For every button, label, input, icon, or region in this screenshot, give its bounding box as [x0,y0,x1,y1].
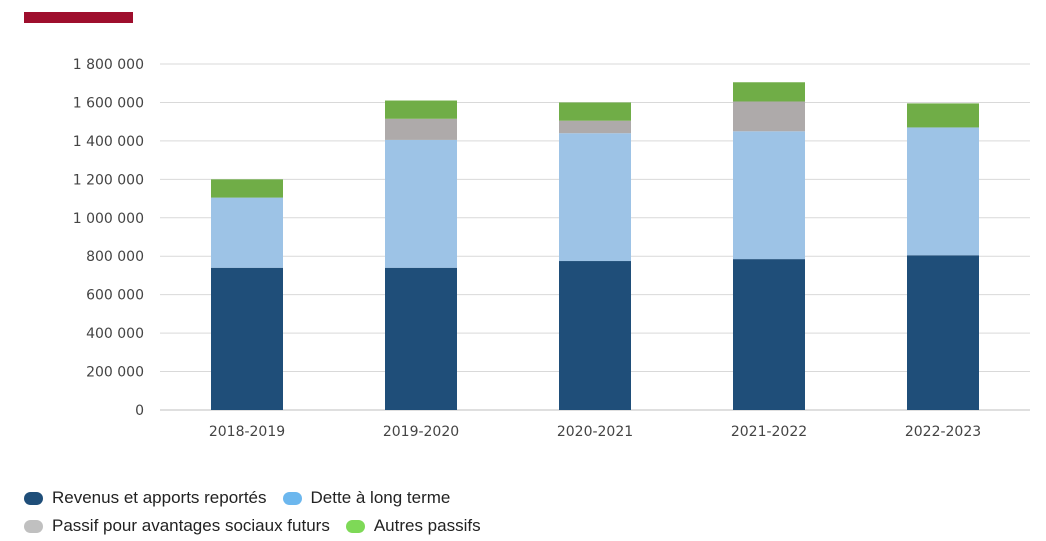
bar-segment [211,267,283,410]
bar-segment [559,120,631,134]
y-tick-label: 1 800 000 [73,57,144,73]
bar-segment [907,127,979,256]
y-tick-label: 600 000 [86,288,144,304]
legend-row-2: Passif pour avantages sociaux futurs Aut… [24,512,497,540]
y-tick-label: 400 000 [86,326,144,342]
legend-swatch-icon [282,491,302,505]
legend-item-autres: Autres passifs [345,516,481,536]
x-tick-label: 2018-2019 [209,424,285,440]
x-tick-label: 2020-2021 [557,424,633,440]
bar-segment [733,101,805,132]
header-accent-bar [24,12,133,23]
y-axis-tick-labels: 0 200 000 400 000 600 000 800 000 1 000 000 1 … [73,57,144,419]
legend-item-passif: Passif pour avantages sociaux futurs [24,516,330,536]
x-tick-label: 2021-2022 [731,424,807,440]
legend-label: Autres passifs [373,516,481,535]
bar-segment [211,179,283,198]
chart-bars [211,82,979,410]
y-tick-label: 800 000 [86,249,144,265]
y-tick-label: 1 000 000 [73,211,144,227]
legend-row-1: Revenus et apports reportés Dette à long… [24,484,497,512]
x-axis-tick-labels: 2018-2019 2019-2020 2020-2021 2021-2022 2022… [209,424,981,440]
legend-item-dette: Dette à long terme [282,488,451,508]
bar-segment [211,197,283,268]
legend-swatch-icon [24,519,43,533]
bar-segment [733,259,805,410]
stacked-bar-chart: 0 200 000 400 000 600 000 800 000 1 000 000 1 … [73,57,1030,440]
bar-segment [385,100,457,119]
y-tick-label: 0 [135,403,144,419]
x-tick-label: 2022-2023 [905,424,981,440]
legend-swatch-icon [345,519,365,533]
y-tick-label: 1 400 000 [73,134,144,150]
bar-segment [733,82,805,102]
chart-gridlines [160,63,1030,411]
y-tick-label: 1 200 000 [73,172,144,188]
bar-segment [559,133,631,262]
legend-label: Revenus et apports reportés [52,488,267,507]
bar-segment [907,255,979,410]
y-tick-label: 200 000 [86,365,144,381]
y-tick-label: 1 600 000 [73,95,144,111]
chart-legend: Revenus et apports reportés Dette à long… [24,484,497,540]
bar-segment [385,118,457,140]
bar-segment [385,267,457,410]
legend-label: Passif pour avantages sociaux futurs [52,516,330,535]
bar-segment [733,131,805,260]
bar-segment [559,102,631,121]
bar-segment [907,103,979,128]
x-tick-label: 2019-2020 [383,424,459,440]
legend-item-revenus: Revenus et apports reportés [24,488,267,508]
bar-segment [559,261,631,410]
legend-label: Dette à long terme [310,488,451,507]
bar-segment [385,139,457,268]
legend-swatch-icon [24,491,43,505]
